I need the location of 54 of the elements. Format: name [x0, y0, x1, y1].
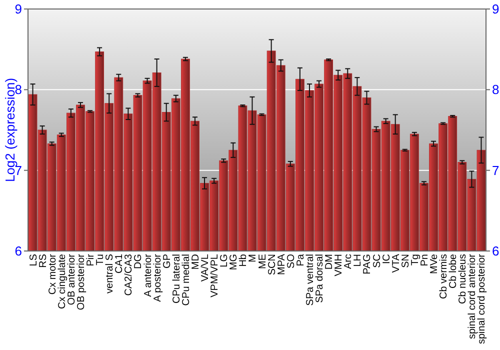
x-tick-label: SN [400, 254, 412, 268]
x-tick-label: OB anterior [66, 253, 78, 306]
x-tick-label: LG [219, 254, 230, 268]
x-tick-label: VPM/VPL [210, 254, 221, 298]
x-tick-label: spinal cord anterior [467, 253, 478, 340]
x-tick-label: CA2/CA3 [124, 254, 135, 296]
x-tick-label: M [248, 254, 259, 262]
y2-tick-label: 9 [492, 2, 500, 17]
x-tick-label: Pir [86, 253, 97, 266]
x-tick-label: LS [28, 254, 40, 266]
x-tick-label: Cx cingulate [56, 254, 68, 310]
y-tick-label: 9 [14, 2, 22, 17]
x-tick-label: DM [324, 254, 336, 270]
x-tick-label: A anterior [142, 253, 154, 297]
x-tick-label: A posterior [152, 253, 164, 302]
y2-tick-label: 7 [492, 162, 500, 178]
x-tick-label: LH [352, 254, 364, 267]
x-tick-label: CPu lateral [171, 254, 182, 304]
x-tick-label: GP [162, 254, 173, 268]
x-tick-label: Pa [295, 254, 306, 266]
x-tick-label: MD [190, 254, 202, 270]
x-tick-label: PAG [362, 254, 374, 274]
x-tick-label: CA1 [114, 254, 126, 274]
x-tick-label: DG [133, 254, 144, 269]
x-tick-label: VMH [334, 254, 345, 276]
x-tick-label: SPa dorsal [314, 254, 326, 303]
x-tick-label: MVe [429, 254, 440, 274]
x-tick-label: IC [381, 254, 392, 264]
x-tick-label: SC [372, 254, 383, 268]
x-tick-label: ME [257, 254, 268, 269]
x-tick-label: SO [286, 254, 297, 268]
x-tick-label: SPa ventral [304, 254, 316, 306]
x-tick-label: Cx motor [47, 253, 58, 295]
x-tick-label: Cb nucleus [458, 254, 469, 304]
y-tick-label: 6 [14, 244, 22, 259]
x-tick-label: Cb vermis [438, 254, 450, 300]
x-tick-label: MG [228, 254, 240, 270]
y2-tick-label: 8 [492, 82, 500, 98]
x-tick-label: VA/VL [200, 254, 212, 282]
x-tick-label: MPA [276, 254, 288, 275]
y2-tick-label: 6 [492, 244, 500, 259]
x-tick-label: Hb [238, 254, 250, 267]
x-tick-label: SCN [266, 254, 278, 276]
x-tick-label: spinal cord posterior [476, 253, 488, 344]
x-tick-label: ventral S [104, 254, 116, 294]
x-tick-label: CPu medial [180, 254, 192, 306]
x-tick-label: Cb lobe [448, 254, 460, 288]
x-tick-label: Arc [343, 254, 354, 269]
x-tick-label: Pn [419, 254, 430, 266]
x-tick-label: OB posterior [76, 253, 87, 310]
x-tick-label: VTA [390, 254, 402, 273]
x-tick-label: Tg [410, 254, 421, 266]
x-tick-label: RS [38, 254, 49, 268]
x-tick-label: Tu [95, 254, 106, 266]
